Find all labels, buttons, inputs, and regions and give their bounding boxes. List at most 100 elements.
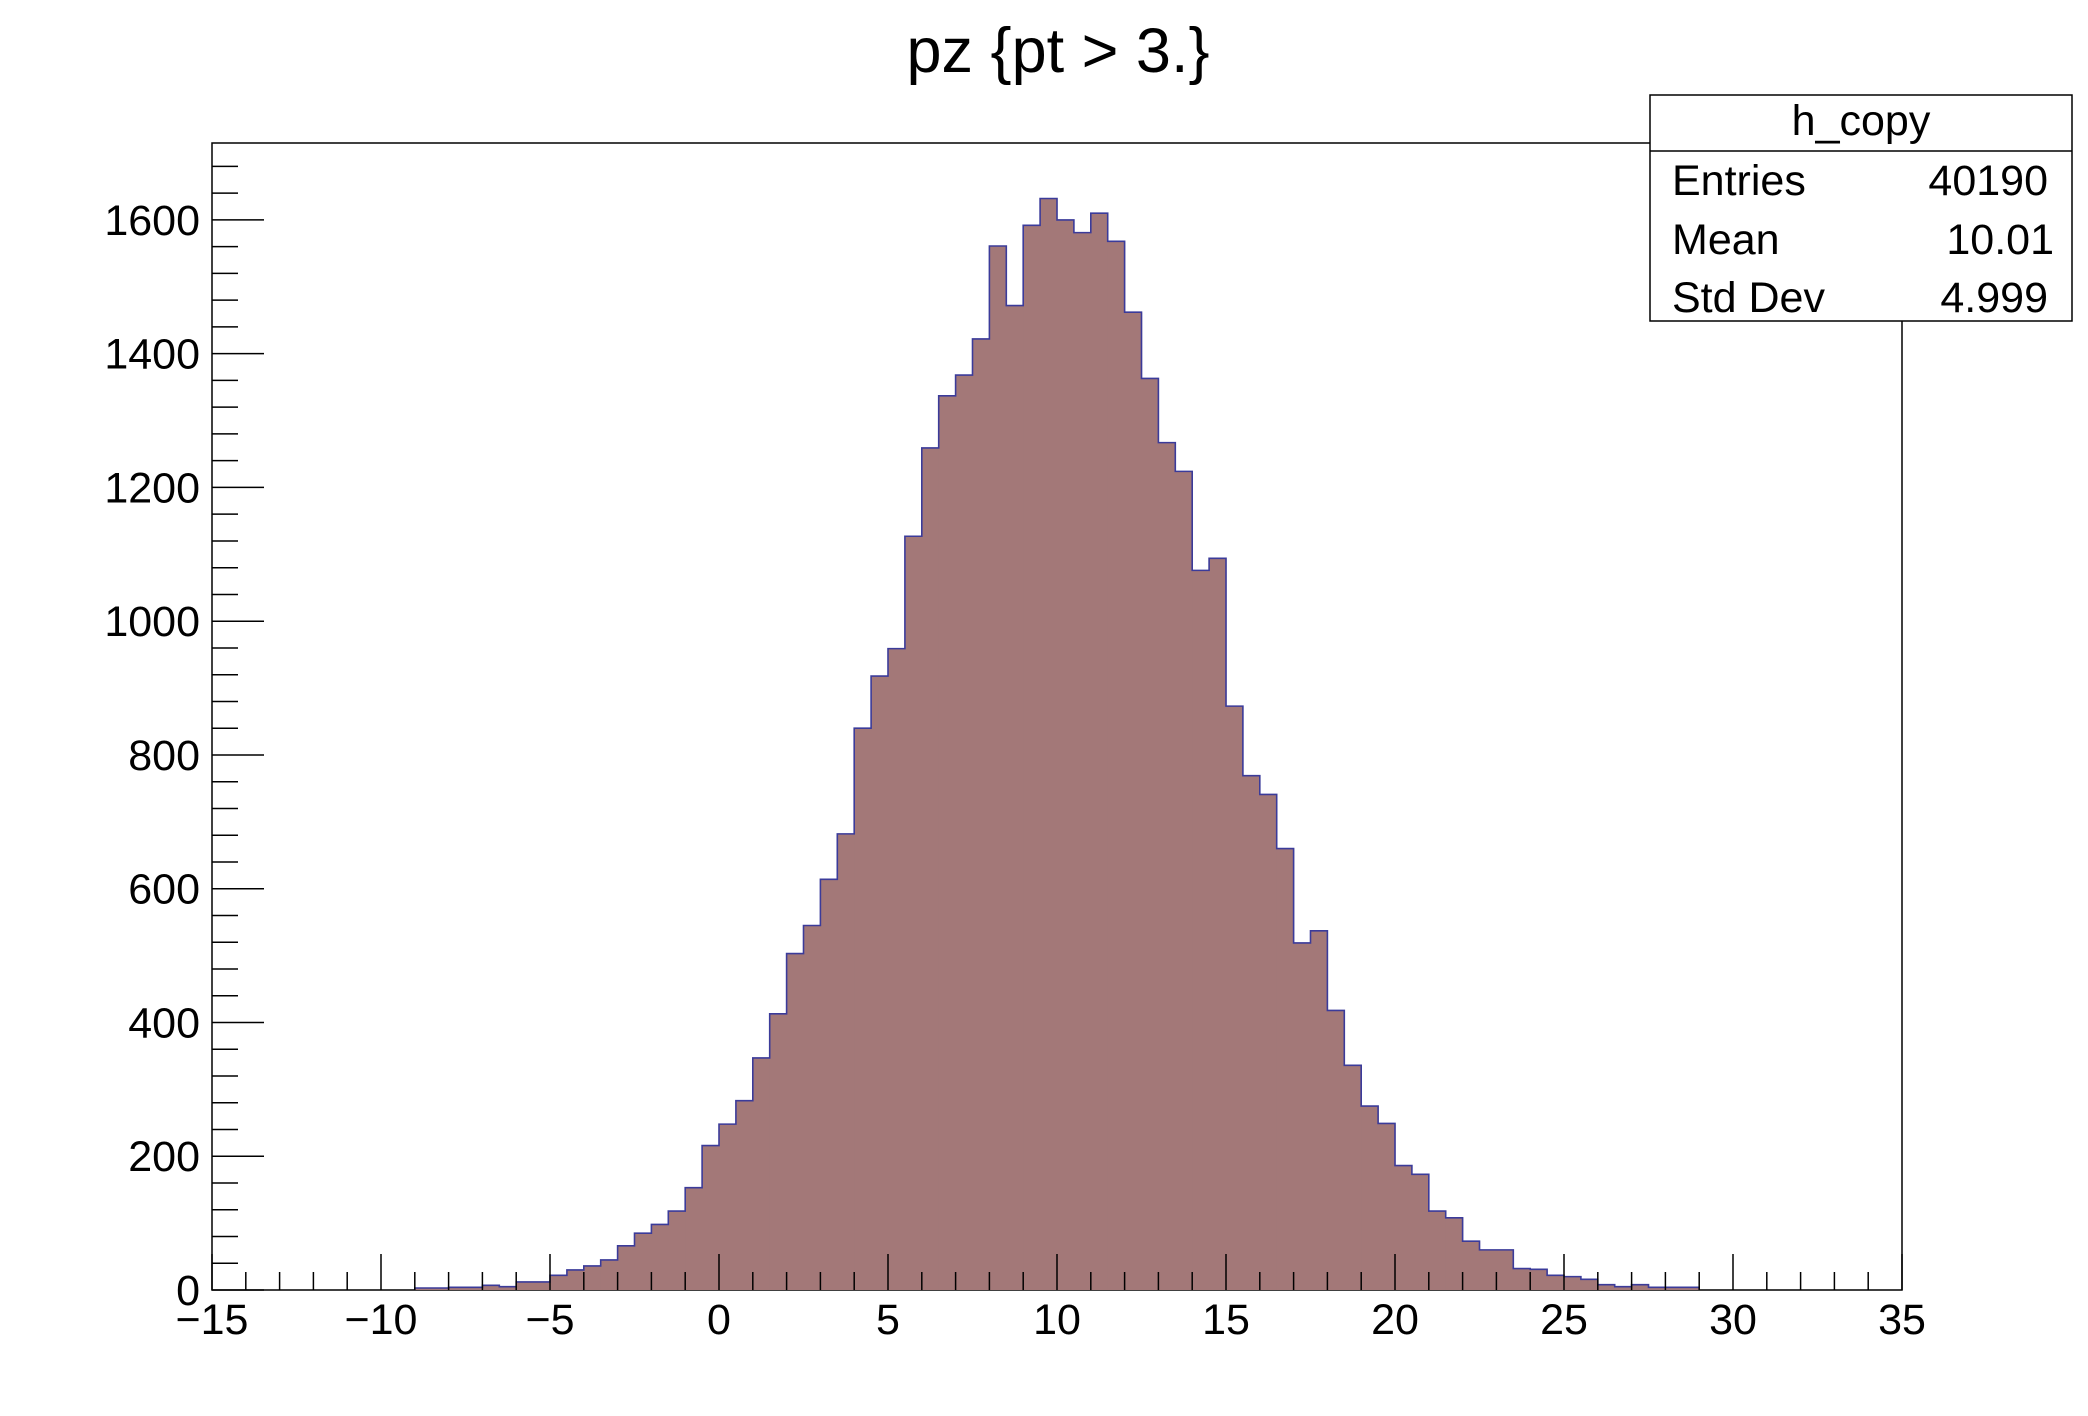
histogram-bar-21	[769, 1013, 788, 1290]
x-tick-label: 25	[1540, 1296, 1588, 1344]
histogram-bar-41	[1107, 241, 1126, 1290]
histogram-bar-28	[888, 648, 906, 1290]
stats-label-std-dev: Std Dev	[1672, 274, 1825, 322]
histogram-bar-65	[1513, 1268, 1531, 1290]
y-tick-label: 0	[176, 1267, 200, 1315]
histogram-bar-47	[1209, 558, 1227, 1290]
histogram-outline	[414, 197, 1700, 1290]
histogram-bar-75	[1682, 1287, 1700, 1290]
y-tick-label: 800	[128, 732, 200, 780]
histogram-bar-20	[752, 1057, 771, 1290]
stats-label-mean: Mean	[1672, 216, 1780, 264]
histogram-bars	[414, 198, 1700, 1291]
histogram-bar-31	[938, 395, 957, 1290]
histogram-bar-55	[1344, 1065, 1362, 1290]
histogram-bar-43	[1141, 378, 1159, 1290]
histogram-bar-40	[1090, 213, 1109, 1290]
x-tick-label: −10	[345, 1296, 418, 1344]
histogram-bar-54	[1327, 1010, 1345, 1290]
histogram-bar-38	[1057, 219, 1075, 1290]
histogram-bar-10	[583, 1265, 602, 1290]
x-axis: −15 −10 −5 0 5 10 15 20 25 30 35	[176, 1254, 1926, 1344]
histogram-bar-69	[1580, 1279, 1599, 1290]
histogram-bar-48	[1226, 706, 1244, 1290]
x-tick-label: 30	[1709, 1296, 1757, 1344]
histogram-bar-2	[448, 1287, 467, 1290]
histogram-bar-46	[1192, 570, 1210, 1290]
histogram-bar-25	[837, 833, 855, 1290]
histogram-bar-7	[533, 1281, 551, 1290]
x-tick-label: 15	[1202, 1296, 1250, 1344]
histogram-bar-14	[651, 1224, 669, 1290]
histogram-bar-53	[1310, 930, 1328, 1290]
histogram-bar-23	[803, 925, 821, 1290]
histogram-bar-68	[1564, 1276, 1582, 1290]
y-tick-label: 400	[128, 999, 200, 1047]
y-tick-label: 200	[128, 1133, 200, 1181]
stats-value-entries: 40190	[1928, 157, 2048, 205]
histogram-bar-29	[904, 536, 923, 1290]
histogram-bar-35	[1006, 305, 1024, 1290]
histogram-bar-39	[1073, 232, 1092, 1290]
histogram-bar-42	[1124, 312, 1143, 1290]
stats-label-entries: Entries	[1672, 157, 1806, 205]
histogram-bar-45	[1175, 471, 1193, 1291]
histogram-bar-33	[972, 338, 990, 1290]
histogram-bar-4	[482, 1285, 500, 1290]
histogram-bar-30	[921, 447, 940, 1290]
histogram-bar-19	[735, 1100, 754, 1290]
stats-box-name: h_copy	[1792, 97, 1931, 145]
histogram-bar-60	[1428, 1211, 1447, 1290]
x-tick-label: −15	[176, 1296, 249, 1344]
histogram-bar-64	[1496, 1249, 1514, 1290]
histogram-bar-34	[989, 245, 1007, 1290]
histogram-bar-52	[1293, 942, 1312, 1290]
y-axis: 0 200 400 600 800 1000 1200 1400 1600	[104, 165, 264, 1315]
histogram-bar-12	[617, 1245, 636, 1290]
histogram-bar-57	[1378, 1123, 1396, 1290]
histogram-bar-66	[1530, 1269, 1548, 1290]
histogram-bar-11	[600, 1259, 619, 1290]
histogram-bar-56	[1361, 1106, 1379, 1290]
histogram-bar-8	[550, 1275, 568, 1290]
histogram-bar-27	[871, 676, 889, 1290]
histogram-bar-72	[1631, 1284, 1650, 1290]
histogram-bar-50	[1259, 794, 1278, 1290]
histogram-bar-67	[1547, 1275, 1565, 1290]
histogram-bar-63	[1479, 1249, 1497, 1290]
x-tick-label: 35	[1878, 1296, 1926, 1344]
stats-value-std-dev: 4.999	[1940, 274, 2048, 322]
histogram-bar-44	[1158, 442, 1176, 1290]
histogram-bar-1	[431, 1287, 450, 1290]
x-tick-label: 10	[1033, 1296, 1081, 1344]
histogram-bar-18	[719, 1124, 737, 1290]
histogram-bar-62	[1462, 1241, 1481, 1290]
histogram-bar-15	[668, 1211, 686, 1290]
histogram-bar-49	[1242, 775, 1261, 1290]
histogram-bar-32	[955, 375, 974, 1291]
histogram-bar-22	[786, 953, 805, 1290]
histogram-bar-0	[414, 1287, 433, 1290]
x-tick-label: −5	[525, 1296, 574, 1344]
y-tick-label: 1200	[104, 464, 200, 512]
y-tick-label: 1600	[104, 197, 200, 245]
histogram-bar-6	[516, 1281, 534, 1290]
histogram-bar-13	[634, 1233, 652, 1290]
histogram-bar-70	[1597, 1284, 1616, 1290]
x-tick-label: 0	[707, 1296, 731, 1344]
histogram-bar-37	[1040, 198, 1058, 1291]
histogram-bar-16	[685, 1187, 703, 1290]
x-tick-label: 5	[876, 1296, 900, 1344]
histogram-bar-26	[854, 728, 872, 1290]
x-tick-label: 20	[1371, 1296, 1419, 1344]
stats-box-frame	[1649, 94, 2073, 322]
stats-value-mean: 10.01	[1946, 216, 2054, 264]
histogram-bar-36	[1023, 225, 1041, 1291]
y-tick-label: 1400	[104, 331, 200, 379]
chart-title: pz {pt > 3.}	[906, 16, 1209, 86]
histogram-bar-5	[499, 1286, 517, 1290]
histogram-bar-3	[465, 1287, 483, 1290]
y-tick-label: 1000	[104, 598, 200, 646]
histogram-bar-73	[1648, 1287, 1666, 1290]
